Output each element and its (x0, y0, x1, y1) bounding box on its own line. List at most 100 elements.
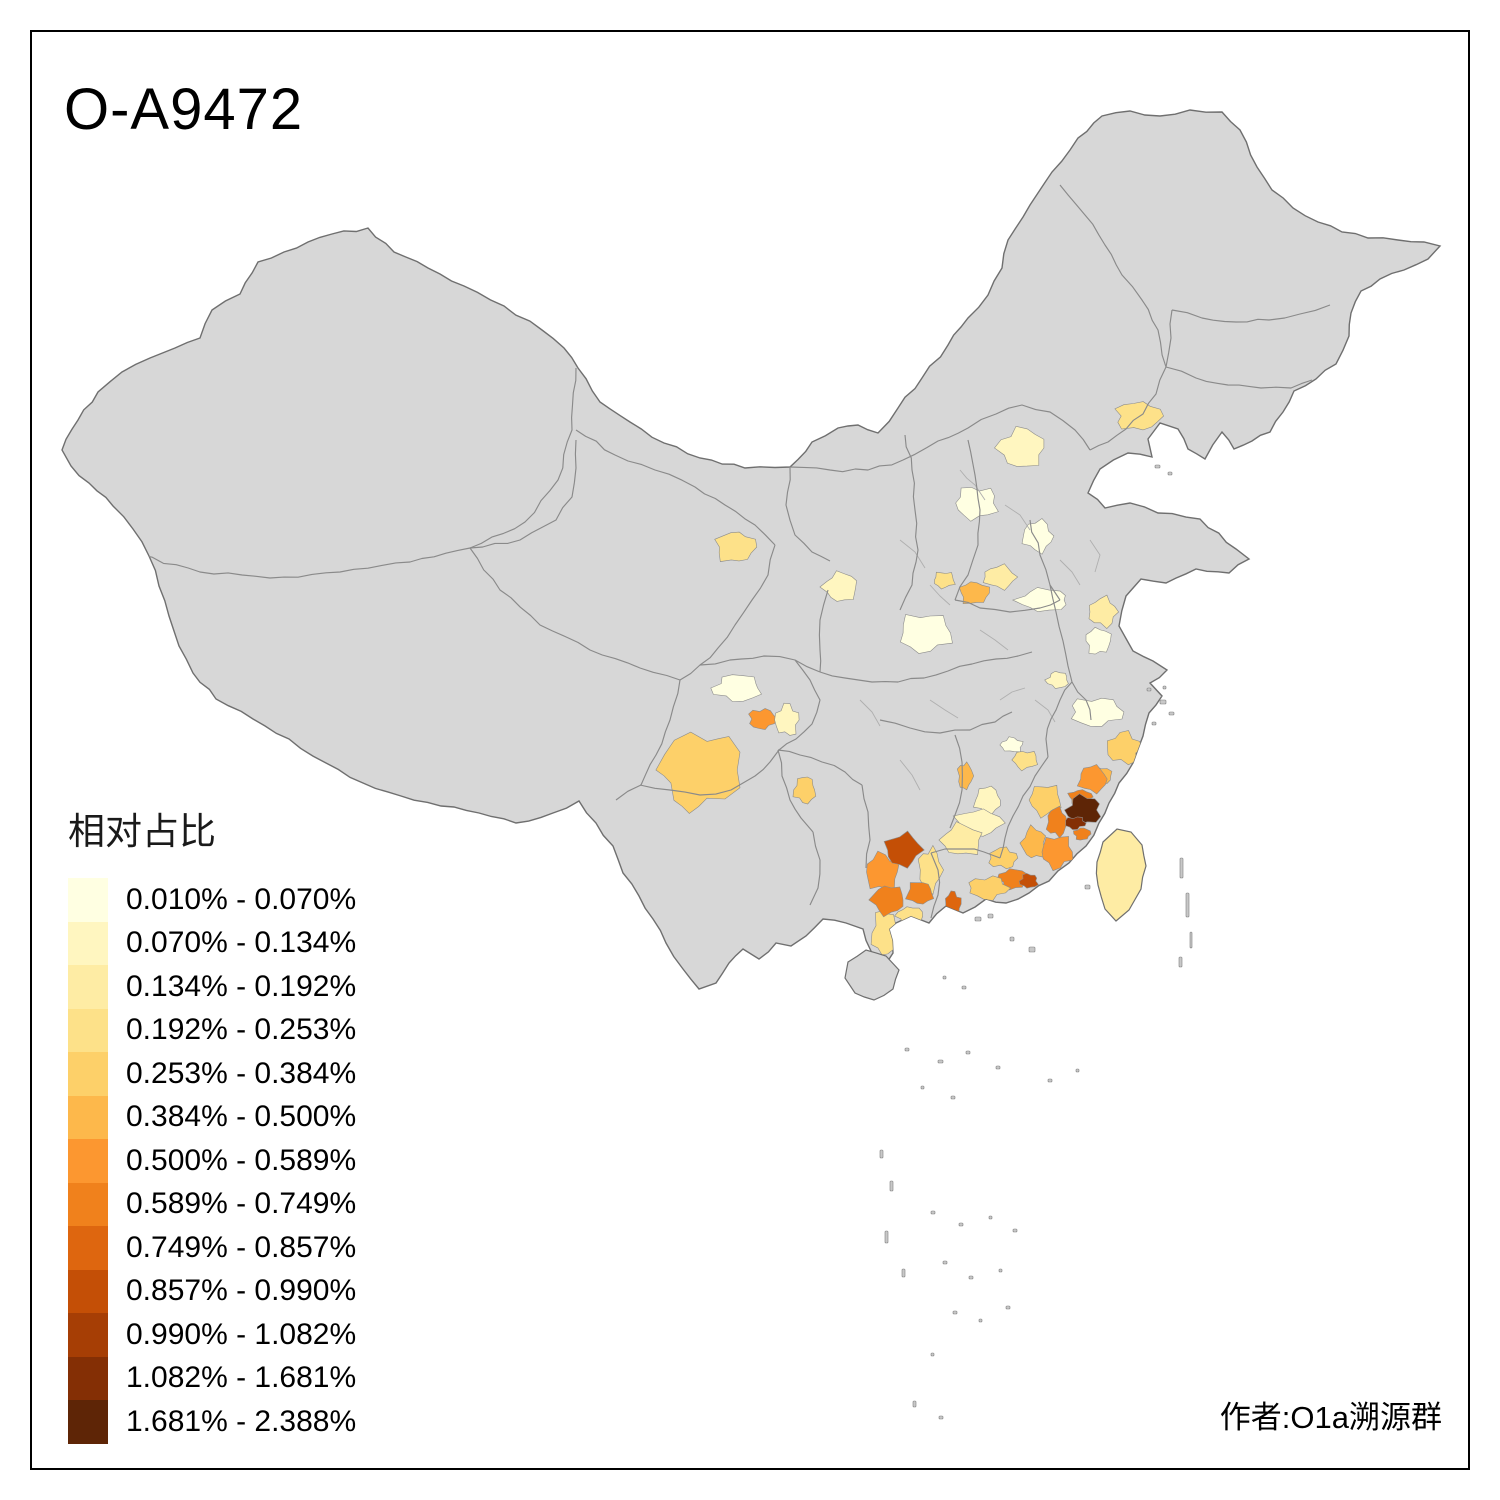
map-region (870, 910, 900, 956)
map-region (938, 821, 983, 855)
legend-swatch (68, 1182, 108, 1226)
legend-row: 1.681% - 2.388% (68, 1400, 356, 1444)
sea-island-speck (1168, 711, 1175, 716)
sea-island-speck (978, 1318, 983, 1323)
sea-island-speck (1167, 471, 1173, 476)
legend-row: 0.857% - 0.990% (68, 1269, 356, 1313)
map-region (1019, 824, 1046, 859)
province-border-line (1089, 309, 1173, 451)
attribution-text: 作者:O1a溯源群 (1219, 1400, 1442, 1435)
legend-label: 0.589% - 0.749% (126, 1187, 357, 1221)
map-region (710, 674, 762, 702)
sea-island-speck (930, 1352, 935, 1357)
province-border-line (1049, 584, 1073, 683)
map-region (819, 570, 857, 602)
map-region (1076, 764, 1108, 795)
map-region (955, 487, 999, 522)
province-border-line (785, 466, 831, 562)
legend-row: 0.749% - 0.857% (68, 1226, 356, 1270)
sea-island-speck (1005, 1305, 1011, 1310)
map-region (1073, 827, 1092, 841)
province-border-line (777, 749, 863, 786)
legend-label: 1.082% - 1.681% (126, 1361, 357, 1395)
legend-row: 0.192% - 0.253% (68, 1008, 356, 1052)
legend-rows: 0.010% - 0.070% 0.070% - 0.134% 0.134% - 0… (68, 878, 356, 1444)
sea-island-speck (930, 1210, 936, 1215)
map-region (1011, 587, 1067, 613)
sea-island-speck (912, 1400, 917, 1408)
sea-island-speck (938, 1415, 944, 1420)
province-border-line (899, 434, 919, 611)
prefecture-border-line (979, 629, 1009, 651)
province-border-line (818, 589, 829, 673)
sea-island-speck (1151, 721, 1157, 726)
legend-swatch (68, 1400, 108, 1444)
legend-label: 0.990% - 1.082% (126, 1317, 357, 1351)
sea-island-speck (998, 1268, 1003, 1273)
province-border-line (1165, 366, 1313, 389)
sea-island-speck (1162, 685, 1167, 690)
prefecture-border-line (1004, 504, 1031, 531)
map-region (917, 844, 944, 895)
map-region (1041, 836, 1074, 872)
mainland-layers (139, 184, 1331, 956)
map-region (1065, 816, 1087, 830)
province-border-line (615, 679, 681, 801)
sea-island-speck (942, 975, 947, 980)
legend: 相对占比 0.010% - 0.070% 0.070% - 0.134% 0.134… (68, 810, 356, 1444)
map-region (973, 785, 1001, 816)
sea-island-speck (884, 1230, 889, 1244)
prefecture-border-line (929, 584, 951, 606)
prefecture-border-line (859, 699, 881, 727)
province-border-line (777, 749, 814, 833)
legend-row: 0.010% - 0.070% (68, 878, 356, 922)
prefecture-border-line (1059, 559, 1081, 586)
sea-island-speck (1012, 1228, 1018, 1233)
map-region (1088, 594, 1119, 630)
province-border-line (954, 439, 981, 601)
prefecture-border-line (1034, 699, 1056, 723)
sea-island-speck (1146, 687, 1152, 692)
map-region (1085, 626, 1112, 655)
province-border-line (819, 651, 1033, 683)
map-region (1045, 805, 1068, 839)
legend-swatch (68, 1008, 108, 1052)
sea-island-speck (942, 1260, 948, 1265)
sea-island-speck (879, 1149, 884, 1159)
legend-label: 1.681% - 2.388% (126, 1404, 357, 1438)
sea-island-speck (1028, 946, 1036, 953)
sea-island-speck (974, 916, 982, 922)
legend-row: 0.253% - 0.384% (68, 1052, 356, 1096)
province-border-line (1171, 304, 1331, 323)
legend-row: 0.589% - 0.749% (68, 1182, 357, 1226)
map-region (1018, 873, 1039, 889)
sea-island-speck (995, 1065, 1001, 1070)
legend-swatch (68, 1356, 108, 1400)
sea-island-speck (968, 1275, 974, 1280)
prefecture-border-line (899, 539, 926, 569)
legend-swatch (68, 1313, 108, 1357)
map-region (774, 702, 800, 736)
province-border-line (861, 784, 871, 869)
map-region (994, 425, 1045, 467)
prefecture-border-line (959, 469, 986, 501)
map-region (1011, 751, 1038, 772)
map-region (982, 563, 1019, 591)
map-region (883, 830, 925, 869)
sea-island-speck (904, 1047, 910, 1052)
legend-swatch (68, 965, 108, 1009)
legend-swatch (68, 921, 108, 965)
legend-row: 1.082% - 1.681% (68, 1356, 357, 1400)
sea-island-speck (950, 1095, 956, 1100)
province-border-line (999, 756, 1049, 859)
sea-island-speck (1178, 956, 1183, 968)
province-border-line (699, 655, 821, 673)
prefecture-border-line (1089, 539, 1101, 573)
sea-island-speck (920, 1085, 925, 1090)
sea-island-speck (937, 1059, 944, 1064)
taiwan-island (1095, 828, 1147, 922)
prefecture-border-line (999, 687, 1026, 701)
province-border-line (954, 599, 1061, 613)
sea-island-speck (901, 1268, 906, 1278)
